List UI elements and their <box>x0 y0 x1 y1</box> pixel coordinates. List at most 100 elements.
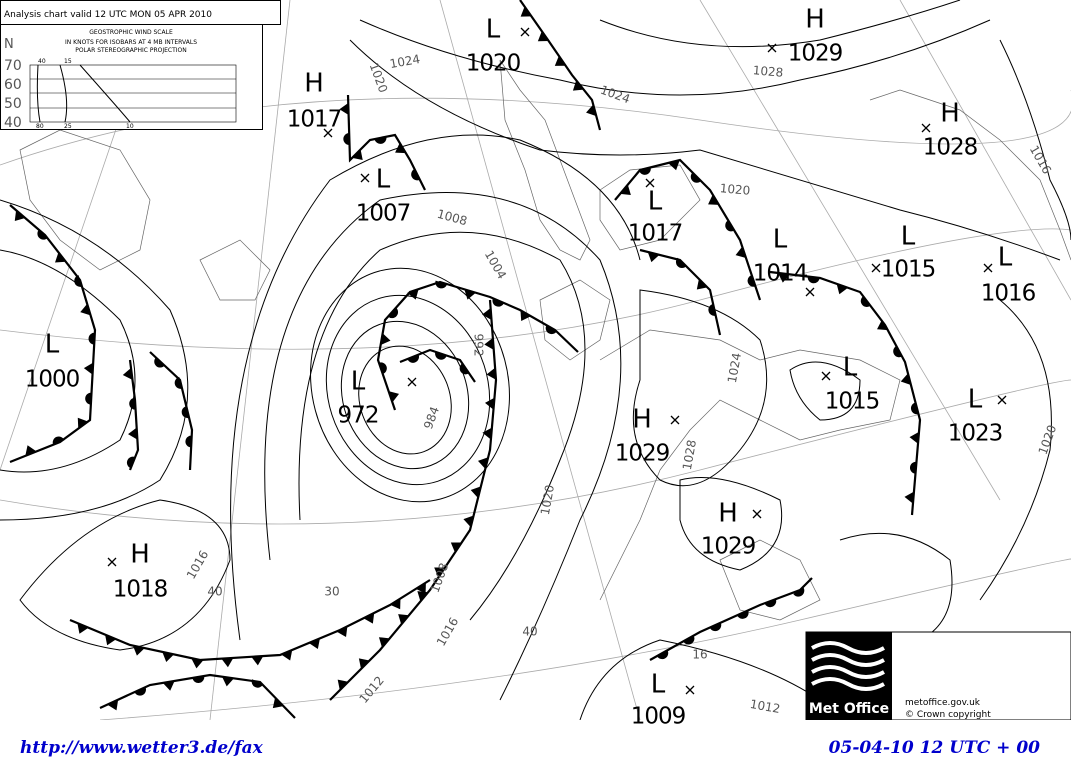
pressure-center-type: L <box>486 15 501 45</box>
front-symbol <box>435 280 448 289</box>
front-symbol <box>459 363 470 375</box>
isobar <box>264 192 622 701</box>
pressure-value: 1015 <box>825 389 880 415</box>
meridian <box>899 0 1071 301</box>
warm-front-semicircle <box>88 332 95 345</box>
cold-front-triangle <box>415 582 426 594</box>
cold-front-triangle <box>482 307 492 320</box>
latitude-label: 40 <box>4 115 22 131</box>
warm-front-semicircle <box>764 599 777 608</box>
cold-front-triangle <box>83 362 94 375</box>
isobar <box>358 345 452 455</box>
front-symbol <box>747 275 756 287</box>
pressure-value: 1017 <box>287 107 342 133</box>
front-symbol <box>395 142 406 154</box>
warm-front-semicircle <box>181 406 190 419</box>
front-symbol <box>339 102 349 115</box>
front-symbol <box>37 229 48 240</box>
front-symbol <box>191 658 204 669</box>
front-symbol <box>708 304 716 316</box>
warm-front-semicircle <box>683 635 695 645</box>
warm-front-semicircle <box>459 363 470 375</box>
front-symbol <box>735 246 747 259</box>
front-line <box>519 0 602 131</box>
front-symbol <box>80 303 91 316</box>
cold-front-triangle <box>520 6 532 17</box>
isobar-label: 40 <box>522 625 537 639</box>
isobar <box>579 639 821 721</box>
pressure-value: 972 <box>338 403 379 429</box>
cold-front-triangle <box>251 656 264 666</box>
front-symbol <box>793 587 805 597</box>
logo-copyright: © Crown copyright <box>905 710 991 720</box>
warm-front-semicircle <box>37 229 48 240</box>
coastline <box>539 279 611 361</box>
cold-front-triangle <box>486 367 496 380</box>
meridian <box>209 0 291 721</box>
isobar-label: 1012 <box>749 697 782 716</box>
front-symbol <box>74 275 82 287</box>
isobar <box>325 294 491 486</box>
front-symbol <box>129 397 136 410</box>
speed-label: 40 <box>38 58 46 65</box>
cold-front-triangle <box>80 303 91 316</box>
cold-front-triangle <box>484 337 494 350</box>
pressure-center-type: H <box>718 499 738 529</box>
front-symbol <box>656 650 669 660</box>
pressure-value: 1023 <box>948 421 1003 447</box>
front-symbol <box>85 392 92 405</box>
isobar-label: 40 <box>207 585 222 599</box>
front-symbol <box>464 289 476 300</box>
front-symbol <box>764 599 777 608</box>
cold-front-triangle <box>336 626 348 638</box>
front-symbol <box>134 687 146 696</box>
front-symbol <box>83 362 94 375</box>
front-symbol <box>77 623 89 634</box>
meridian <box>439 0 641 721</box>
pressure-value: 1029 <box>788 41 843 67</box>
warm-front-semicircle <box>411 168 420 181</box>
cold-front-triangle <box>221 657 234 668</box>
pressure-center-type: H <box>304 69 324 99</box>
cold-front-triangle <box>668 160 680 171</box>
front-symbol <box>620 184 631 196</box>
front-symbol <box>388 307 399 319</box>
warm-front-semicircle <box>251 679 264 688</box>
scale-grid <box>29 64 237 123</box>
front-symbol <box>910 402 919 415</box>
front-symbol <box>222 676 234 687</box>
parallel <box>0 228 1071 350</box>
logo-url: metoffice.gov.uk <box>905 698 981 708</box>
center-marker <box>871 263 881 273</box>
isobar <box>19 499 231 651</box>
coastline <box>199 239 271 301</box>
isobar-label: 1020 <box>538 484 557 517</box>
front-symbol <box>352 149 363 161</box>
cold-front-triangle <box>463 515 474 528</box>
pressure-value: 1000 <box>25 367 80 393</box>
warm-front-semicircle <box>793 587 805 597</box>
pressure-value: 1029 <box>701 534 756 560</box>
cold-front-triangle <box>417 591 429 602</box>
center-marker <box>670 415 680 425</box>
isobar <box>349 39 1061 261</box>
isobar <box>999 39 1071 241</box>
warm-front-semicircle <box>85 392 92 405</box>
pressure-value: 1028 <box>923 135 978 161</box>
front-symbol <box>909 431 920 444</box>
isobar <box>679 477 783 571</box>
pressure-value: 1018 <box>113 577 168 603</box>
front-symbol <box>162 651 175 662</box>
front-symbol <box>343 132 350 145</box>
warm-front-semicircle <box>435 280 448 289</box>
logo-name: Met Office <box>809 701 889 717</box>
front-symbol <box>181 406 190 419</box>
front-symbol <box>52 436 65 445</box>
pressure-value: 1015 <box>881 257 936 283</box>
scale-title: GEOSTROPHIC WIND SCALE <box>89 29 173 36</box>
cold-front-triangle <box>554 55 566 66</box>
front-symbol <box>417 591 429 602</box>
warm-front-semicircle <box>807 276 820 284</box>
cold-front-triangle <box>14 210 26 221</box>
